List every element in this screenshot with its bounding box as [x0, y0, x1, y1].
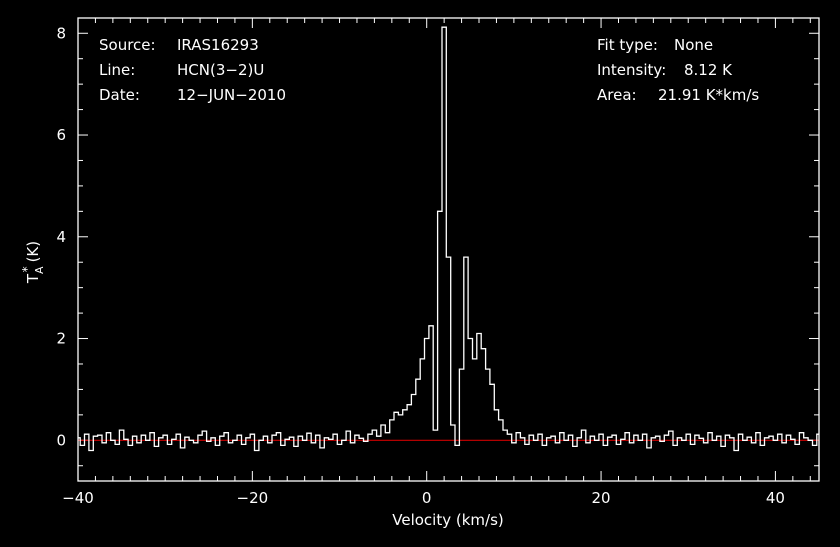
y-tick-label: 8 — [56, 24, 66, 42]
intensity-value: 8.12 K — [684, 61, 733, 79]
fit-type-value: None — [674, 36, 713, 54]
y-axis-label-main: T — [24, 273, 42, 284]
source-label: Source: — [99, 36, 156, 54]
fit-type-label: Fit type: — [597, 36, 658, 54]
x-tick-label: 40 — [766, 489, 785, 507]
svg-text:TA*(K): TA* (K) — [20, 241, 46, 284]
spectrum-line — [78, 26, 819, 452]
y-axis-label-sub: A — [33, 266, 46, 274]
x-tick-label: −40 — [62, 489, 94, 507]
x-tick-label: 20 — [592, 489, 611, 507]
intensity-label: Intensity: — [597, 61, 666, 79]
y-tick-label: 2 — [56, 330, 66, 348]
info-block-left: Source: IRAS16293 Line: HCN(3−2)U Date: … — [99, 36, 286, 104]
date-value: 12−JUN−2010 — [177, 86, 286, 104]
area-label: Area: — [597, 86, 637, 104]
y-tick-label: 6 — [56, 126, 66, 144]
area-value: 21.91 K*km/s — [658, 86, 759, 104]
y-tick-label: 0 — [56, 431, 66, 449]
y-tick-label: 4 — [56, 228, 66, 246]
source-value: IRAS16293 — [177, 36, 259, 54]
y-axis-label: TA* (K) — [20, 241, 46, 284]
line-value: HCN(3−2)U — [177, 61, 264, 79]
y-axis-label-sup: * — [20, 266, 34, 272]
x-axis-label: Velocity (km/s) — [392, 511, 503, 529]
date-label: Date: — [99, 86, 140, 104]
plot-frame — [77, 17, 820, 482]
info-block-right: Fit type: None Intensity: 8.12 K Area: 2… — [597, 36, 759, 104]
y-axis-label-unit: (K) — [24, 241, 42, 263]
line-label: Line: — [99, 61, 135, 79]
x-tick-label: 0 — [422, 489, 432, 507]
axis-tick-labels: −40 −20 0 20 40 0 2 4 6 8 — [56, 24, 785, 507]
x-tick-label: −20 — [237, 489, 269, 507]
